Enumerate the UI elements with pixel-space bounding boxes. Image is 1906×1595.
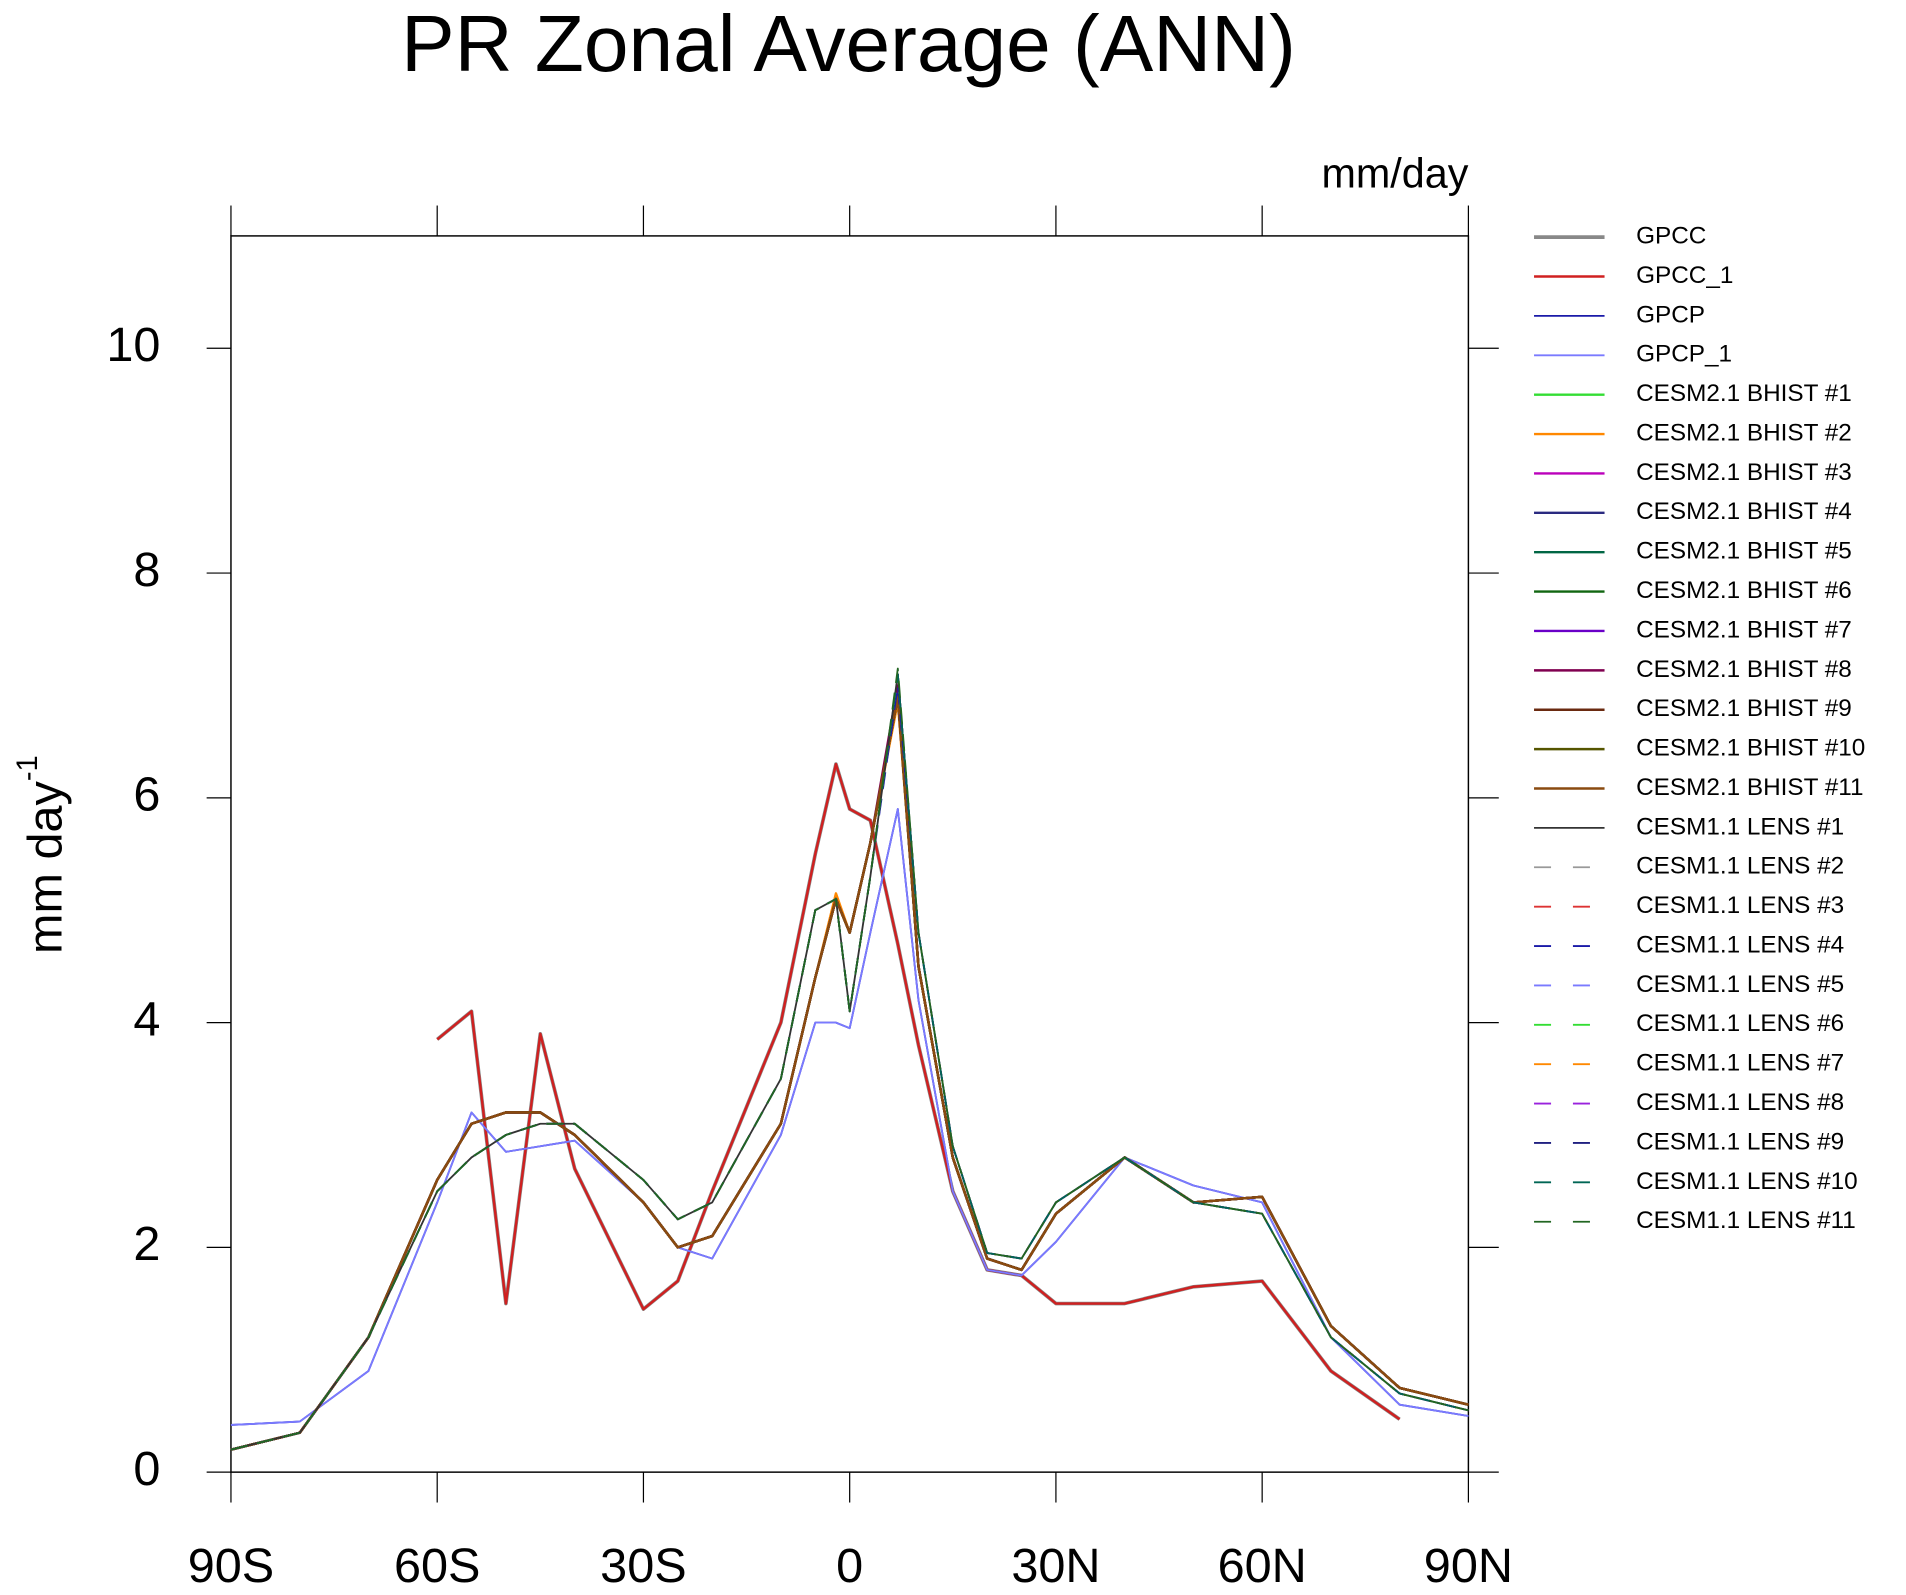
- legend-label: CESM2.1 BHIST #1: [1636, 380, 1852, 407]
- series-line: [230, 667, 1469, 1451]
- legend-label: CESM1.1 LENS #11: [1636, 1207, 1856, 1234]
- legend-label: CESM1.1 LENS #5: [1636, 971, 1844, 998]
- legend-label: GPCC_1: [1636, 262, 1733, 289]
- y-axis-label-text: mm day: [18, 780, 72, 954]
- y-tick-label: 10: [106, 318, 160, 372]
- legend-label: CESM1.1 LENS #1: [1636, 813, 1844, 840]
- legend-label: CESM2.1 BHIST #3: [1636, 459, 1852, 486]
- series-line: [230, 673, 1469, 1451]
- series-line: [230, 673, 1469, 1451]
- legend-label: CESM2.1 BHIST #4: [1636, 498, 1852, 525]
- x-tick-label: 90S: [188, 1539, 274, 1593]
- y-axis-label-sup: -1: [12, 755, 44, 781]
- units-label: mm/day: [1321, 150, 1468, 196]
- y-tick-label: 6: [133, 768, 160, 822]
- legend-label: CESM2.1 BHIST #10: [1636, 735, 1865, 762]
- chart-title: PR Zonal Average (ANN): [401, 0, 1296, 88]
- legend-label: CESM2.1 BHIST #11: [1636, 774, 1863, 801]
- series-line: [436, 762, 1401, 1421]
- legend-label: GPCP: [1636, 301, 1705, 328]
- legend-label: GPCC: [1636, 223, 1706, 250]
- series-line: [230, 673, 1469, 1451]
- legend-label: CESM1.1 LENS #3: [1636, 892, 1844, 919]
- x-tick-label: 60N: [1218, 1539, 1307, 1593]
- series-line: [230, 673, 1469, 1451]
- plot-frame: [230, 235, 1470, 1473]
- series-line: [230, 673, 1469, 1451]
- y-tick-label: 8: [133, 543, 160, 597]
- legend-label: CESM2.1 BHIST #5: [1636, 538, 1852, 565]
- legend-label: CESM1.1 LENS #8: [1636, 1089, 1844, 1116]
- series-line: [230, 673, 1469, 1451]
- x-tick-label: 90N: [1424, 1539, 1513, 1593]
- legend-label: CESM1.1 LENS #7: [1636, 1050, 1844, 1077]
- series-line: [230, 808, 1469, 1426]
- series-line: [230, 673, 1469, 1451]
- legend-label: GPCP_1: [1636, 341, 1732, 368]
- x-tick-label: 0: [836, 1539, 863, 1593]
- legend-label: CESM1.1 LENS #4: [1636, 931, 1844, 958]
- legend-label: CESM1.1 LENS #9: [1636, 1128, 1844, 1155]
- legend-label: CESM2.1 BHIST #7: [1636, 616, 1852, 643]
- x-tick-label: 30N: [1011, 1539, 1100, 1593]
- legend-label: CESM2.1 BHIST #6: [1636, 577, 1852, 604]
- series-line: [230, 684, 1469, 1451]
- series-line: [230, 701, 1469, 1451]
- legend-label: CESM1.1 LENS #6: [1636, 1010, 1844, 1037]
- legend-label: CESM1.1 LENS #10: [1636, 1168, 1857, 1195]
- series-line: [230, 684, 1469, 1451]
- y-axis-label: mm day-1: [12, 755, 73, 954]
- series-line: [230, 673, 1469, 1451]
- legend-label: CESM2.1 BHIST #9: [1636, 695, 1852, 722]
- legend-label: CESM2.1 BHIST #8: [1636, 656, 1852, 683]
- x-tick-label: 60S: [394, 1539, 480, 1593]
- y-tick-label: 0: [133, 1442, 160, 1496]
- y-tick-label: 2: [133, 1217, 160, 1271]
- series-line: [436, 762, 1401, 1421]
- series-line: [230, 673, 1469, 1451]
- legend-label: CESM1.1 LENS #2: [1636, 853, 1844, 880]
- legend-label: CESM2.1 BHIST #2: [1636, 419, 1852, 446]
- y-tick-label: 4: [133, 992, 160, 1046]
- x-tick-label: 30S: [600, 1539, 687, 1593]
- series-line: [230, 808, 1469, 1426]
